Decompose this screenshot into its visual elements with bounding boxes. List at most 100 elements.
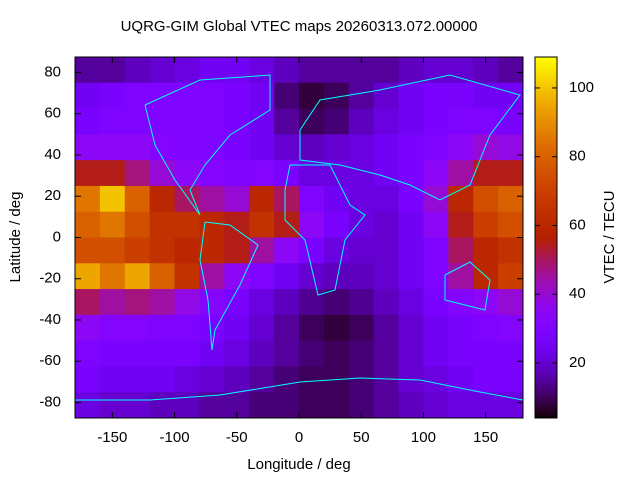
- heat-cell: [498, 134, 523, 161]
- colorbar-swatch: [535, 228, 557, 232]
- heat-cell: [473, 237, 499, 264]
- heat-cell: [299, 134, 325, 161]
- heat-cell: [398, 392, 424, 418]
- colorbar-swatch: [535, 195, 557, 199]
- heat-cell: [473, 108, 499, 135]
- heat-cell: [124, 289, 151, 316]
- heat-cell: [373, 340, 400, 367]
- colorbar-swatch: [535, 171, 557, 175]
- colorbar-swatch: [535, 66, 557, 70]
- heat-cell: [348, 211, 375, 238]
- heat-cell: [299, 57, 325, 84]
- colorbar-swatch: [535, 369, 557, 374]
- colorbar-swatch: [535, 153, 557, 157]
- colorbar-swatch: [535, 297, 557, 302]
- coastline: [199, 221, 259, 351]
- colorbar-swatch: [535, 225, 557, 229]
- colorbar-frame: [534, 56, 558, 419]
- heat-cell: [498, 366, 523, 393]
- heat-cell: [75, 289, 101, 316]
- colorbar-swatch: [535, 255, 557, 260]
- heat-cell: [75, 340, 101, 367]
- heat-cell: [249, 57, 275, 84]
- colorbar-swatch: [535, 177, 557, 181]
- heat-cell: [323, 57, 350, 84]
- heat-cell: [498, 57, 523, 84]
- colorbar-swatch: [535, 180, 557, 184]
- colorbar-swatch: [535, 189, 557, 193]
- heat-cell: [348, 263, 375, 290]
- colorbar-label: VTEC / TECU: [601, 190, 618, 283]
- colorbar-swatch: [535, 330, 557, 335]
- colorbar-swatch: [535, 222, 557, 226]
- colorbar-swatch: [535, 270, 557, 275]
- heat-cell: [274, 314, 300, 342]
- heat-cell: [174, 211, 200, 238]
- x-tick-label: 100: [411, 429, 436, 446]
- colorbar-swatch: [535, 381, 557, 386]
- heat-cell: [448, 366, 474, 393]
- colorbar-swatch: [535, 60, 557, 64]
- heat-cell: [299, 82, 325, 110]
- colorbar-swatch: [535, 300, 557, 305]
- heat-cell: [423, 392, 449, 418]
- heat-cell: [348, 185, 375, 213]
- colorbar-swatch: [535, 276, 557, 281]
- heat-cell: [99, 237, 126, 264]
- heat-cell: [448, 134, 474, 161]
- heat-cell: [423, 185, 449, 213]
- heat-cell: [423, 57, 449, 84]
- heat-cell: [174, 237, 200, 264]
- heat-cell: [75, 160, 101, 187]
- heat-cell: [398, 314, 424, 342]
- colorbar-swatch: [535, 84, 557, 88]
- heat-cell: [174, 160, 200, 187]
- chart-title: UQRG-GIM Global VTEC maps 20260313.072.0…: [121, 18, 478, 35]
- heat-cell: [323, 211, 350, 238]
- colorbar-swatch: [535, 279, 557, 284]
- heat-cell: [75, 134, 101, 161]
- colorbar-swatch: [535, 114, 557, 118]
- heat-cell: [249, 289, 275, 316]
- coastlines: [75, 74, 523, 401]
- heat-cell: [274, 263, 300, 290]
- colorbar-swatch: [535, 282, 557, 287]
- colorbar-swatch: [535, 96, 557, 100]
- heat-cell: [373, 185, 400, 213]
- heat-cell: [274, 340, 300, 367]
- y-tick-label: -60: [39, 352, 61, 369]
- colorbar-swatch: [535, 348, 557, 353]
- colorbar-swatch: [535, 249, 557, 254]
- colorbar-swatch: [535, 156, 557, 160]
- heat-cell: [274, 134, 300, 161]
- colorbar-swatch: [535, 231, 557, 235]
- colorbar-swatch: [535, 357, 557, 362]
- colorbar-swatch: [535, 93, 557, 97]
- heat-cell: [473, 211, 499, 238]
- x-tick-label: -150: [97, 429, 127, 446]
- heat-cell: [174, 108, 200, 135]
- heat-cell: [124, 340, 151, 367]
- heat-cell: [348, 134, 375, 161]
- colorbar-swatch: [535, 234, 557, 238]
- heat-cell: [373, 108, 400, 135]
- colorbar-swatch: [535, 312, 557, 317]
- heat-cell: [274, 392, 300, 418]
- colorbar-swatch: [535, 402, 557, 407]
- heat-cell: [249, 392, 275, 418]
- heat-cell: [174, 366, 200, 393]
- heat-cell: [373, 314, 400, 342]
- heat-cell: [323, 263, 350, 290]
- heat-cell: [323, 340, 350, 367]
- heat-cell: [348, 108, 375, 135]
- heat-cell: [99, 160, 126, 187]
- heat-cell: [199, 82, 225, 110]
- colorbar-swatch: [535, 336, 557, 341]
- colorbar-swatch: [535, 375, 557, 380]
- colorbar-swatch: [535, 135, 557, 139]
- colorbar-swatch: [535, 390, 557, 395]
- heat-cell: [99, 314, 126, 342]
- colorbar-swatch: [535, 117, 557, 121]
- heat-cell: [473, 82, 499, 110]
- colorbar-tick-label: 100: [569, 79, 594, 96]
